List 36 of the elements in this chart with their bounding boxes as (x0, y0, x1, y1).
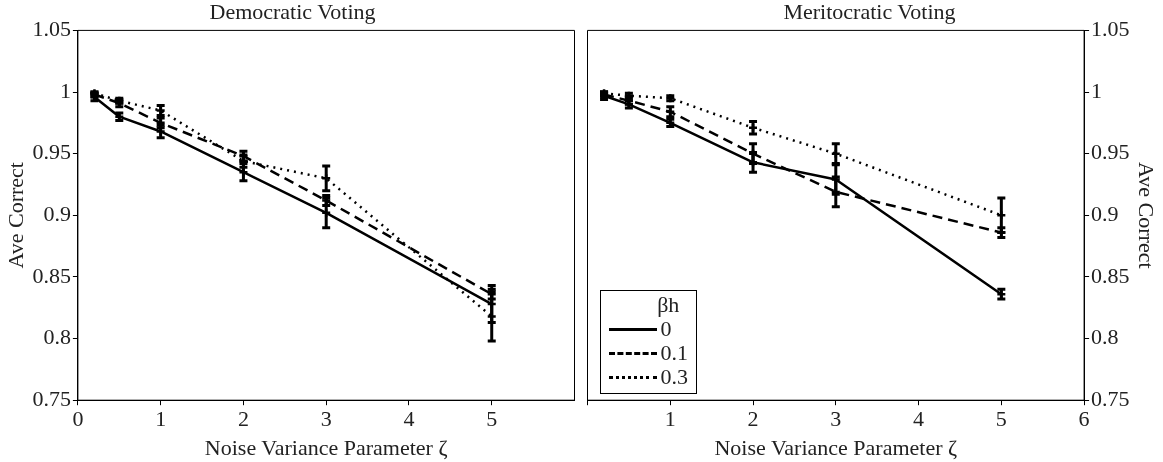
y-tick-label: 0.95 (32, 139, 71, 165)
x-axis-title: Noise Variance Parameter ζ (714, 434, 958, 460)
y-tick-label: 0.8 (43, 324, 71, 350)
y2-tick-label: 0.9 (1091, 201, 1119, 227)
x-tick-label: 3 (320, 406, 332, 432)
x-tick-label: 0 (72, 406, 84, 432)
x-tick-label: 3 (830, 406, 842, 432)
y-tick-label: 0.9 (43, 201, 71, 227)
legend-label: 0.3 (660, 364, 688, 390)
y-tick-label: 1 (59, 77, 71, 103)
y2-tick-label: 1.05 (1091, 16, 1130, 42)
y2-tick-label: 0.85 (1091, 262, 1130, 288)
y-tick-label: 1.05 (32, 16, 71, 42)
legend-label: 0 (660, 316, 672, 342)
legend-label: 0.1 (660, 340, 688, 366)
x-tick-label: 5 (486, 406, 498, 432)
legend-title: βh (656, 292, 681, 318)
y2-axis-title: Ave Correct (1134, 162, 1160, 269)
y2-tick-label: 0.8 (1091, 324, 1119, 350)
x-axis-title: Noise Variance Parameter ζ (204, 434, 448, 460)
x-tick-label: 4 (403, 406, 415, 432)
y2-tick-label: 1 (1091, 77, 1103, 103)
y2-tick-label: 0.95 (1091, 139, 1130, 165)
y-tick-label: 0.75 (32, 385, 71, 411)
x-tick-label: 2 (237, 406, 249, 432)
chart-title: Meritocratic Voting (783, 0, 956, 24)
y-tick-label: 0.85 (32, 262, 71, 288)
x-tick-label: 6 (1078, 406, 1090, 432)
chart-title: Democratic Voting (209, 0, 376, 24)
y2-tick-label: 0.75 (1091, 385, 1130, 411)
x-tick-label: 1 (155, 406, 167, 432)
x-tick-label: 2 (747, 406, 759, 432)
x-tick-label: 5 (995, 406, 1007, 432)
y-axis-title: Ave Correct (2, 162, 28, 269)
x-tick-label: 1 (664, 406, 676, 432)
x-tick-label: 4 (913, 406, 925, 432)
